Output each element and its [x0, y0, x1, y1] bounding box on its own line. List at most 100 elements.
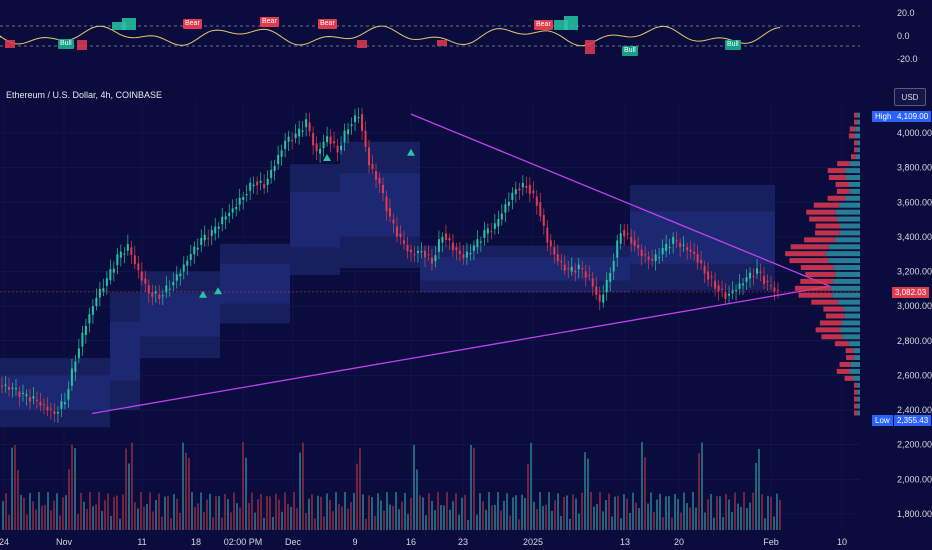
bull-marker: [199, 290, 207, 298]
volume-profile-bar: [854, 396, 858, 402]
currency-button[interactable]: USD: [894, 88, 926, 106]
candle-body: [392, 219, 395, 224]
volume-profile-bar: [811, 299, 839, 305]
candle-body: [584, 271, 587, 278]
candle-body: [322, 141, 325, 149]
volume-bar: [707, 499, 709, 530]
volume-bar: [305, 513, 307, 530]
candle-body: [371, 164, 374, 169]
volume-profile-bar: [853, 355, 860, 361]
volume-bar: [2, 501, 4, 530]
volume-bar: [566, 495, 568, 530]
volume-bar: [161, 516, 163, 530]
candle-body: [455, 247, 458, 251]
candle-body: [591, 278, 594, 287]
volume-bar: [167, 495, 169, 530]
candle-body: [343, 130, 346, 143]
time-tick-label: 2025: [523, 537, 543, 547]
volume-bar: [578, 513, 580, 530]
volume-bar: [347, 508, 349, 530]
volume-bar: [551, 510, 553, 530]
volume-profile-bar: [855, 126, 860, 132]
volatility-band-inner: [420, 257, 630, 281]
candle-body: [423, 250, 426, 258]
oscillator-bear-area: [437, 40, 447, 46]
volume-profile-bar: [839, 361, 851, 367]
candle-body: [483, 230, 486, 239]
volume-bar: [56, 493, 58, 530]
candle-body: [329, 136, 332, 144]
candle-body: [717, 285, 720, 292]
candle-body: [535, 196, 538, 206]
volume-bar: [632, 492, 634, 530]
volume-bar: [446, 492, 448, 530]
candle-body: [368, 147, 371, 166]
volume-bar: [38, 492, 40, 530]
volume-bar: [113, 496, 115, 530]
volume-bar: [698, 453, 700, 530]
volume-bar: [743, 492, 745, 530]
price-tick-label: 2,800.00: [897, 336, 932, 346]
volume-profile-bar: [806, 209, 836, 215]
volume-profile-bar: [855, 154, 860, 160]
volume-profile-bar: [800, 278, 834, 284]
candle-body: [361, 114, 364, 131]
volume-profile-bar: [839, 202, 860, 208]
volume-bar: [8, 514, 10, 530]
candle-body: [651, 258, 654, 261]
volume-bar: [284, 492, 286, 530]
candle-body: [637, 244, 640, 249]
oscillator-line: [0, 25, 781, 47]
volume-profile-bar: [849, 126, 856, 132]
volume-profile-bar: [854, 382, 858, 388]
candle-body: [130, 247, 133, 255]
volume-bar: [653, 511, 655, 530]
candle-body: [703, 265, 706, 274]
volume-bar: [581, 492, 583, 530]
volume-bar: [467, 519, 469, 530]
candle-body: [168, 288, 171, 290]
volume-profile-bar: [854, 112, 858, 118]
volume-bar: [479, 493, 481, 530]
volume-bar: [116, 495, 118, 530]
volume-bar: [395, 492, 397, 530]
volume-bar: [335, 492, 337, 530]
candle-body: [409, 249, 412, 253]
candle-body: [626, 233, 629, 235]
volume-bar: [731, 511, 733, 530]
volume-bar: [590, 492, 592, 530]
volume-profile-bar: [854, 403, 858, 409]
volume-bar: [515, 495, 517, 530]
volume-bar: [74, 448, 76, 530]
candle-body: [574, 270, 577, 273]
candle-body: [95, 297, 98, 307]
volume-bar: [569, 518, 571, 530]
volume-bar: [689, 507, 691, 530]
candle-body: [333, 141, 336, 144]
price-tick-label: 2,200.00: [897, 440, 932, 450]
volume-profile-bar: [854, 389, 858, 395]
candle-body: [766, 280, 769, 282]
candle-body: [679, 242, 682, 248]
volume-bar: [83, 501, 85, 530]
volume-bar: [584, 452, 586, 530]
candle-body: [354, 115, 357, 123]
triangle-lower-trendline: [91, 285, 831, 415]
bull-marker: [407, 148, 415, 156]
candle-body: [647, 256, 650, 260]
candle-body: [658, 257, 661, 259]
volume-bar: [350, 502, 352, 530]
candle-body: [567, 268, 570, 270]
candle-body: [581, 268, 584, 270]
volume-bar: [620, 518, 622, 530]
volume-bar: [701, 442, 703, 530]
candle-body: [640, 249, 643, 256]
volume-profile-bar: [837, 216, 860, 222]
oscillator-bull-area: [122, 18, 136, 30]
volume-bar: [509, 515, 511, 530]
volume-bar: [290, 506, 292, 530]
volume-bar: [470, 444, 472, 530]
volume-bar: [647, 503, 649, 530]
candle-body: [549, 240, 552, 247]
candle-body: [546, 227, 549, 243]
